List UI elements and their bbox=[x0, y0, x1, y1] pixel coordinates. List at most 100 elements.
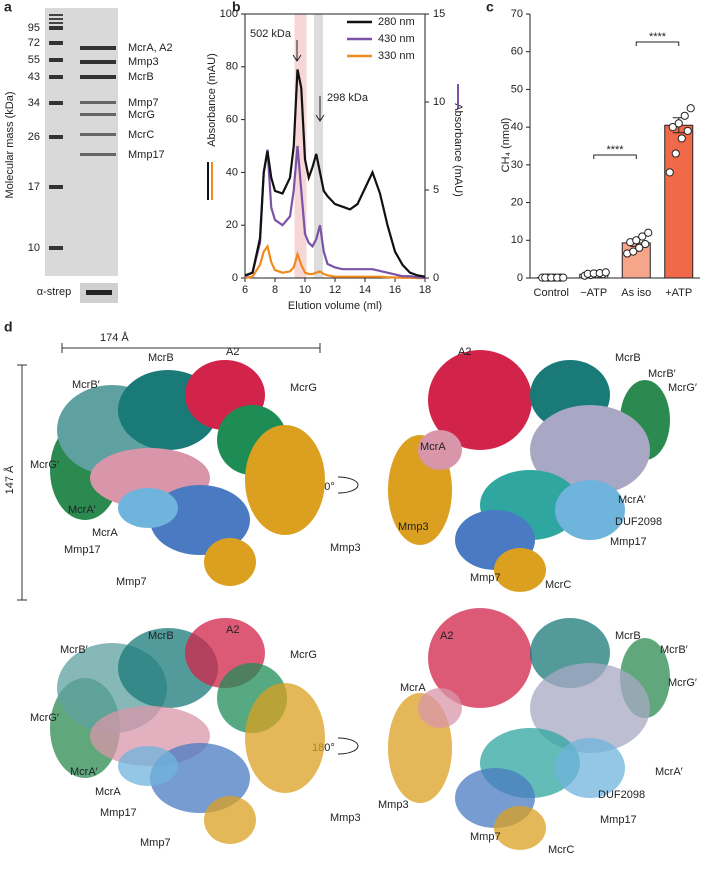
marker-band bbox=[49, 22, 63, 24]
data-point bbox=[641, 239, 650, 249]
subunit-label: Mmp3 bbox=[398, 521, 429, 533]
subunit-label: McrB′ bbox=[660, 644, 688, 656]
data-point bbox=[629, 247, 638, 256]
significance-label: **** bbox=[606, 144, 624, 156]
marker-label: 95 bbox=[28, 22, 40, 34]
marker-band bbox=[49, 58, 63, 62]
legend-label: 430 nm bbox=[378, 33, 415, 45]
y-tick-label: 40 bbox=[511, 121, 523, 133]
subunit-label: McrC bbox=[548, 844, 574, 856]
x-tick-label: Control bbox=[534, 287, 569, 299]
x-tick-label: 16 bbox=[389, 284, 401, 296]
subunit-label: McrB′ bbox=[648, 368, 676, 380]
legend-label: 330 nm bbox=[378, 50, 415, 62]
gel-band bbox=[80, 60, 116, 64]
subunit-label: McrB bbox=[615, 352, 641, 364]
subunit-label: Mmp17 bbox=[64, 544, 101, 556]
y-axis-label: Absorbance (mAU) bbox=[206, 53, 218, 147]
subunit-label: A2 bbox=[226, 624, 239, 636]
subunit-label: McrG bbox=[290, 382, 317, 394]
subunit-label: Mmp7 bbox=[470, 572, 501, 584]
subunit-label: Mmp17 bbox=[100, 807, 137, 819]
x-tick-label: 8 bbox=[272, 284, 278, 296]
structure-domain bbox=[418, 688, 462, 728]
x-tick-label: +ATP bbox=[665, 287, 692, 299]
subunit-label: McrB bbox=[148, 352, 174, 364]
y-tick-label: 20 bbox=[226, 219, 238, 231]
subunit-label: McrB′ bbox=[60, 644, 88, 656]
data-point bbox=[665, 168, 674, 177]
structure-domain bbox=[245, 425, 325, 535]
marker-label: 72 bbox=[28, 37, 40, 49]
y-tick-label: 30 bbox=[511, 159, 523, 171]
structure-domain bbox=[245, 683, 325, 793]
band-label: McrA, A2 bbox=[128, 42, 173, 54]
structure-domain bbox=[494, 548, 546, 592]
y-tick-label: 100 bbox=[220, 8, 238, 20]
data-point bbox=[638, 232, 647, 241]
blot-band bbox=[86, 290, 112, 295]
structure-domain bbox=[428, 350, 532, 450]
y-tick-label: 60 bbox=[226, 114, 238, 126]
subunit-label: A2 bbox=[458, 346, 471, 358]
data-point bbox=[635, 243, 644, 252]
panel-label: b bbox=[232, 0, 241, 15]
data-point bbox=[644, 228, 653, 237]
structure-domain bbox=[530, 663, 650, 753]
subunit-label: Mmp3 bbox=[378, 799, 409, 811]
marker-band bbox=[49, 26, 63, 30]
x-tick-label: 14 bbox=[359, 284, 371, 296]
marker-label: 55 bbox=[28, 54, 40, 66]
panel-label: d bbox=[4, 319, 13, 335]
marker-band bbox=[49, 41, 63, 45]
marker-band bbox=[49, 14, 63, 16]
subunit-label: McrC bbox=[545, 579, 571, 591]
y-axis-label: Molecular mass (kDa) bbox=[4, 92, 16, 199]
structure-domain bbox=[555, 480, 625, 540]
gel-band bbox=[80, 101, 116, 104]
structure-domain bbox=[204, 796, 256, 844]
x-axis-label: Elution volume (ml) bbox=[288, 300, 382, 312]
subunit-label: McrG bbox=[290, 649, 317, 661]
shaded-span bbox=[314, 14, 323, 278]
y-tick-label: 50 bbox=[511, 83, 523, 95]
band-label: Mmp17 bbox=[128, 149, 165, 161]
annotation: 298 kDa bbox=[327, 92, 369, 104]
structure-domain bbox=[428, 608, 532, 708]
panel-label: a bbox=[4, 0, 12, 15]
y2-axis-label: Absorbance (mAU) bbox=[452, 103, 464, 197]
subunit-label: McrA′ bbox=[68, 504, 96, 516]
data-point bbox=[683, 126, 692, 136]
line bbox=[244, 243, 425, 280]
subunit-label: McrG′ bbox=[30, 712, 59, 724]
marker-band bbox=[49, 246, 63, 250]
y2-tick-label: 5 bbox=[433, 184, 439, 196]
x-tick-label: As iso bbox=[621, 287, 651, 299]
y-tick-label: 70 bbox=[511, 8, 523, 20]
gel bbox=[45, 8, 118, 276]
subunit-label: McrG′ bbox=[30, 459, 59, 471]
annotation: 502 kDa bbox=[250, 28, 292, 40]
annotation-arrow bbox=[315, 96, 325, 122]
y-tick-label: 60 bbox=[511, 46, 523, 58]
structure-domain bbox=[494, 806, 546, 850]
marker-label: 26 bbox=[28, 131, 40, 143]
x-tick-label: −ATP bbox=[580, 287, 607, 299]
band-label: McrC bbox=[128, 129, 154, 141]
subunit-label: A2 bbox=[226, 346, 239, 358]
subunit-label: Mmp3 bbox=[330, 542, 361, 554]
rotation-arrow bbox=[337, 476, 359, 494]
subunit-label: McrA bbox=[95, 786, 121, 798]
subunit-label: McrB′ bbox=[72, 379, 100, 391]
marker-band bbox=[49, 18, 63, 20]
y2-tick-label: 15 bbox=[433, 8, 445, 20]
marker-label: 10 bbox=[28, 242, 40, 254]
gel-band bbox=[80, 46, 116, 50]
gel-band bbox=[80, 153, 116, 156]
width-label: 174 Å bbox=[100, 331, 129, 344]
y-tick-label: 10 bbox=[511, 234, 523, 246]
y2-tick-label: 0 bbox=[433, 272, 439, 284]
subunit-label: Mmp7 bbox=[470, 831, 501, 843]
data-point bbox=[559, 273, 568, 282]
